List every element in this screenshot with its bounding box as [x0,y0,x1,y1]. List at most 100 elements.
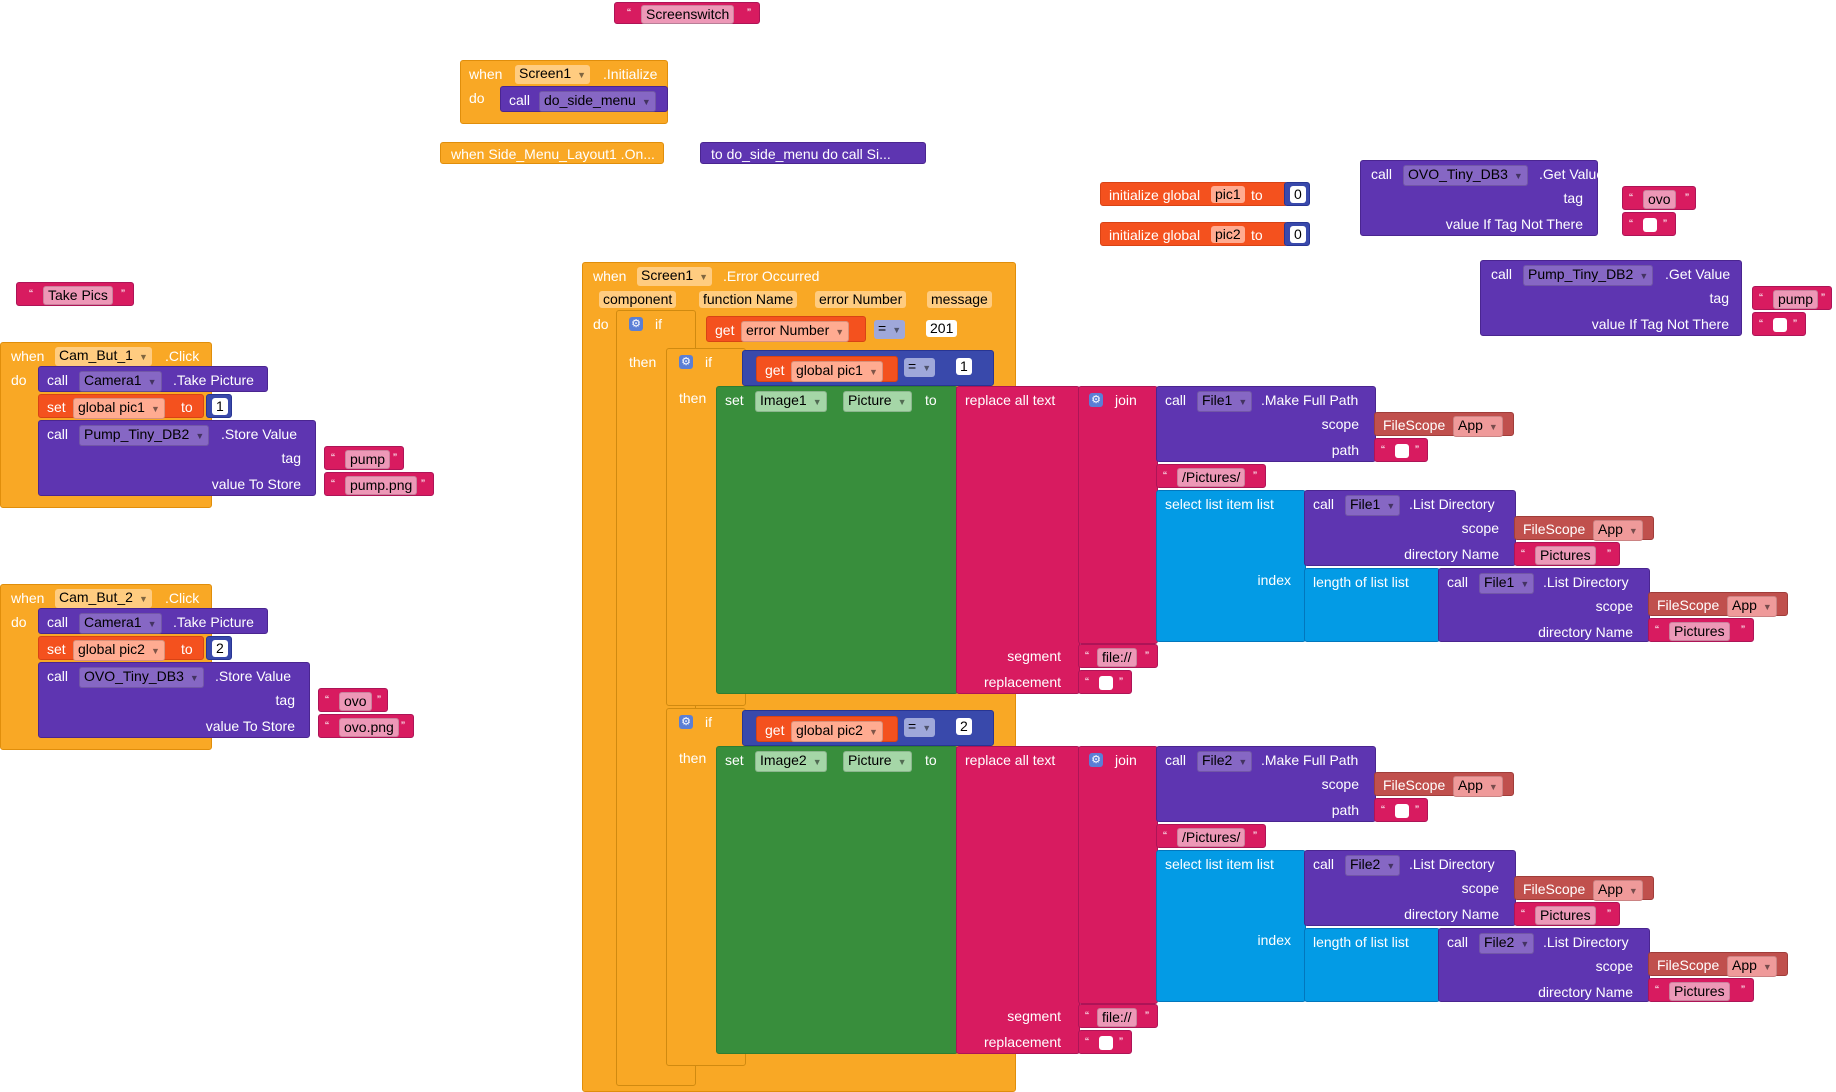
pump-db-get-value[interactable]: call Pump_Tiny_DB2 ▼ .Get Value tag value… [1480,260,1742,336]
scope-dropdown[interactable]: App ▼ [1453,416,1503,437]
length-of-list-block[interactable]: length of list list [1304,568,1440,642]
mutator-gear-icon[interactable]: ⚙ [629,317,643,331]
component-dropdown[interactable]: File2 ▼ [1479,933,1535,954]
variable-dropdown[interactable]: global pic2 ▼ [73,640,165,661]
variable-dropdown[interactable]: global pic1 ▼ [791,361,883,382]
component-dropdown[interactable]: Cam_But_1 ▼ [55,347,152,366]
variable-dropdown[interactable]: error Number ▼ [741,321,850,342]
text-block[interactable]: “ Pictures ” [1514,542,1620,566]
property-dropdown[interactable]: Picture ▼ [843,391,912,412]
component-dropdown[interactable]: Image1 ▼ [755,391,827,412]
text-block[interactable]: “ Pictures ” [1648,618,1754,642]
pic1-compare-value[interactable]: 1 [956,358,972,375]
filescope-app[interactable]: FileScope App ▼ [1374,412,1514,437]
get-global-pic2[interactable]: get global pic2 ▼ [756,716,898,742]
init-global-pic1[interactable]: initialize global pic1 to [1100,182,1288,206]
component-dropdown[interactable]: File1 ▼ [1197,391,1253,412]
ovo-db-get-value[interactable]: call OVO_Tiny_DB3 ▼ .Get Value tag value … [1360,160,1604,236]
text-block[interactable]: “ file:// ” [1078,644,1158,668]
filescope-app[interactable]: FileScope App ▼ [1648,952,1788,977]
component-dropdown[interactable]: Camera1 ▼ [79,371,162,392]
set-image1-picture[interactable]: set Image1 ▼ Picture ▼ to [716,386,958,694]
filescope-app[interactable]: FileScope App ▼ [1374,772,1514,797]
call-do-side-menu[interactable]: call do_side_menu ▼ [500,86,668,112]
equals-dropdown[interactable]: = ▼ [874,320,906,339]
scope-dropdown[interactable]: App ▼ [1453,776,1503,797]
text-block[interactable]: “ pump ” [324,446,404,470]
camera1-take-picture[interactable]: call Camera1 ▼ .Take Picture [38,608,268,634]
var-name-field[interactable]: pic2 [1211,226,1245,243]
mutator-gear-icon[interactable]: ⚙ [1089,753,1103,767]
number-block[interactable]: 0 [1284,222,1310,246]
file1-list-directory-2[interactable]: call File1 ▼ .List Directory scope direct… [1438,568,1650,642]
component-dropdown[interactable]: Cam_But_2 ▼ [55,589,152,608]
mutator-gear-icon[interactable]: ⚙ [679,715,693,729]
component-dropdown[interactable]: Screen1 ▼ [637,267,713,286]
procedure-dropdown[interactable]: do_side_menu ▼ [539,91,656,112]
mutator-gear-icon[interactable]: ⚙ [679,355,693,369]
get-error-number[interactable]: get error Number ▼ [706,316,866,342]
component-dropdown[interactable]: File1 ▼ [1345,495,1401,516]
select-list-item-block[interactable]: select list item list index [1156,490,1306,642]
component-dropdown[interactable]: Pump_Tiny_DB2 ▼ [79,425,210,446]
variable-dropdown[interactable]: global pic2 ▼ [791,721,883,742]
empty-text-block[interactable]: “ ” [1078,670,1132,694]
text-value[interactable]: Screenswitch [641,5,735,24]
number-block[interactable]: 1 [206,394,232,418]
component-dropdown[interactable]: OVO_Tiny_DB3 ▼ [1403,165,1528,186]
mutator-gear-icon[interactable]: ⚙ [1089,393,1103,407]
variable-dropdown[interactable]: global pic1 ▼ [73,398,165,419]
screenswitch-text-block[interactable]: “ Screenswitch ” [614,2,760,24]
component-dropdown[interactable]: Camera1 ▼ [79,613,162,634]
number-block[interactable]: 0 [1284,182,1310,206]
collapsed-side-menu-event[interactable]: when Side_Menu_Layout1 .On... [440,142,664,164]
text-block[interactable]: “ ovo.png ” [318,714,414,738]
param-error-number[interactable]: error Number [815,291,907,308]
equals-dropdown[interactable]: = ▼ [904,358,936,377]
init-global-pic2[interactable]: initialize global pic2 to [1100,222,1288,246]
text-block[interactable]: “ ovo ” [318,688,388,712]
replace-all-text-block[interactable]: replace all text segment replacement [956,746,1080,1054]
file2-list-directory[interactable]: call File2 ▼ .List Directory scope direct… [1304,850,1516,926]
error-number-value[interactable]: 201 [926,320,958,337]
scope-dropdown[interactable]: App ▼ [1593,880,1643,901]
camera1-take-picture[interactable]: call Camera1 ▼ .Take Picture [38,366,268,392]
text-block[interactable]: “ Pictures ” [1648,978,1754,1002]
empty-text-block[interactable]: “ ” [1374,798,1428,822]
get-global-pic1[interactable]: get global pic1 ▼ [756,356,898,382]
pump-db-store-value[interactable]: call Pump_Tiny_DB2 ▼ .Store Value tag val… [38,420,316,496]
file2-make-full-path[interactable]: call File2 ▼ .Make Full Path scope path [1156,746,1376,822]
text-block[interactable]: “ pump.png ” [324,472,434,496]
filescope-app[interactable]: FileScope App ▼ [1514,876,1654,901]
component-dropdown[interactable]: File1 ▼ [1479,573,1535,594]
param-component[interactable]: component [599,291,677,308]
file1-list-directory[interactable]: call File1 ▼ .List Directory scope direct… [1304,490,1516,566]
empty-text-block[interactable]: “ ” [1374,438,1428,462]
scope-dropdown[interactable]: App ▼ [1727,596,1777,617]
empty-text-block[interactable]: “ ” [1078,1030,1132,1054]
scope-dropdown[interactable]: App ▼ [1727,956,1777,977]
filescope-app[interactable]: FileScope App ▼ [1648,592,1788,617]
equals-dropdown[interactable]: = ▼ [904,718,936,737]
component-dropdown[interactable]: Screen1 ▼ [515,65,591,84]
take-pics-text-block[interactable]: “ Take Pics ” [16,282,134,306]
file1-make-full-path[interactable]: call File1 ▼ .Make Full Path scope path [1156,386,1376,462]
component-dropdown[interactable]: Image2 ▼ [755,751,827,772]
param-function-name[interactable]: function Name [699,291,798,308]
join-block[interactable]: ⚙ join [1078,746,1158,1004]
property-dropdown[interactable]: Picture ▼ [843,751,912,772]
component-dropdown[interactable]: File2 ▼ [1345,855,1401,876]
empty-text-block[interactable]: “ ” [1752,312,1806,336]
text-block[interactable]: “ /Pictures/ ” [1156,824,1266,848]
text-block[interactable]: “ Pictures ” [1514,902,1620,926]
empty-text-block[interactable]: “ ” [1622,212,1676,236]
number-block[interactable]: 2 [206,636,232,660]
set-image2-picture[interactable]: set Image2 ▼ Picture ▼ to [716,746,958,1054]
text-block[interactable]: “ file:// ” [1078,1004,1158,1028]
set-global-pic2[interactable]: set global pic2 ▼ to [38,636,204,661]
component-dropdown[interactable]: OVO_Tiny_DB3 ▼ [79,667,204,688]
text-block[interactable]: “ ovo ” [1622,186,1696,210]
param-message[interactable]: message [927,291,992,308]
pic2-compare-value[interactable]: 2 [956,718,972,735]
select-list-item-block[interactable]: select list item list index [1156,850,1306,1002]
